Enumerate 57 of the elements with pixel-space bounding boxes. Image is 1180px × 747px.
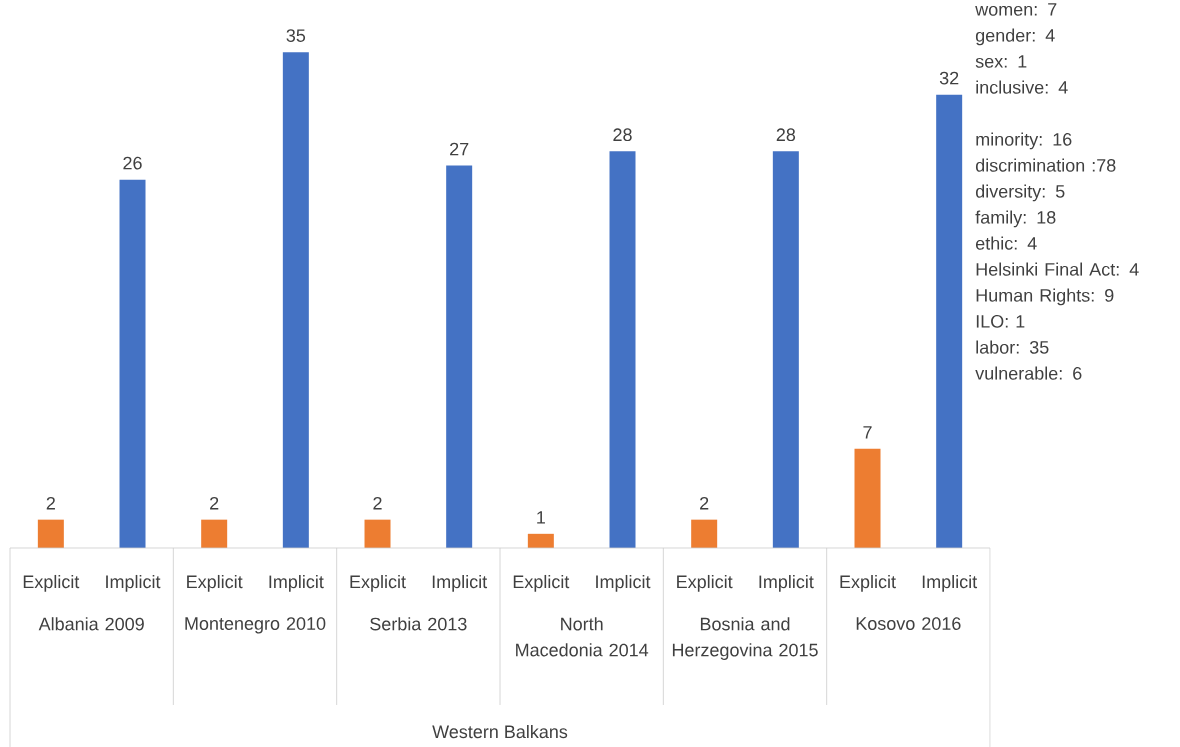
x-tick-label: Explicit <box>513 574 570 592</box>
annotation: minority: 16 <box>976 132 1072 150</box>
bar <box>446 165 473 548</box>
annotation: diversity: 5 <box>975 184 1065 202</box>
data-label: 35 <box>286 29 306 42</box>
text: North Macedonia 2014 <box>516 617 649 657</box>
data-label: 2 <box>373 496 382 510</box>
annotation: Helsinki Final Act: 4 <box>976 262 1139 276</box>
annotation: inclusive: 4 <box>976 80 1068 94</box>
x-tick-label: Implicit <box>106 574 161 592</box>
x-tick-label: Explicit <box>350 574 406 592</box>
data-label: 32 <box>939 71 959 85</box>
x-tick-label: Explicit <box>187 574 243 592</box>
annotation: Human Rights: 9 <box>976 288 1114 306</box>
annotation: vulnerable: 6 <box>975 366 1082 380</box>
text: Montenegro 2010 <box>185 616 326 634</box>
x-tick-label: Explicit <box>23 574 80 592</box>
data-label: 27 <box>450 142 469 156</box>
data-label: 2 <box>46 496 55 510</box>
bar <box>282 51 309 548</box>
annotation: discrimination :78 <box>975 158 1116 172</box>
data-label: 7 <box>863 426 872 439</box>
annotation: labor: 35 <box>976 340 1049 354</box>
bar <box>854 448 881 548</box>
bar <box>772 151 799 548</box>
text: Albania 2009 <box>38 617 144 631</box>
text: Bosnia and Herzegovina 2015 <box>672 617 818 660</box>
annotation: ILO: 1 <box>976 314 1025 328</box>
annotation: family: 18 <box>975 210 1056 228</box>
data-label: 28 <box>776 128 796 141</box>
bar <box>119 179 146 548</box>
bar <box>37 519 64 548</box>
text: Serbia 2013 <box>370 617 467 631</box>
x-tick-label: Implicit <box>922 574 978 592</box>
x-tick-label: Explicit <box>840 574 896 592</box>
text: Western Balkans <box>432 724 568 738</box>
data-label: 28 <box>613 128 632 141</box>
x-tick-label: Implicit <box>269 574 324 592</box>
bar <box>527 533 554 548</box>
x-tick-label: Implicit <box>432 574 488 592</box>
bar <box>936 94 963 548</box>
bar <box>691 519 718 548</box>
annotation: ethic: 4 <box>975 236 1037 250</box>
data-label: 2 <box>700 496 709 510</box>
x-tick-label: Implicit <box>759 574 814 592</box>
text: women: 7 <box>975 3 1057 16</box>
bar <box>609 151 636 548</box>
annotation: sex: 1 <box>975 55 1027 68</box>
x-tick-label: Implicit <box>596 574 651 592</box>
bar <box>201 519 228 548</box>
data-label: 2 <box>210 496 219 510</box>
bar <box>364 519 391 548</box>
data-label: 1 <box>537 511 545 524</box>
text: gender: 4 <box>975 28 1055 46</box>
text: Kosovo 2016 <box>856 616 961 630</box>
data-label: 26 <box>123 156 142 170</box>
x-tick-label: Explicit <box>677 574 733 592</box>
